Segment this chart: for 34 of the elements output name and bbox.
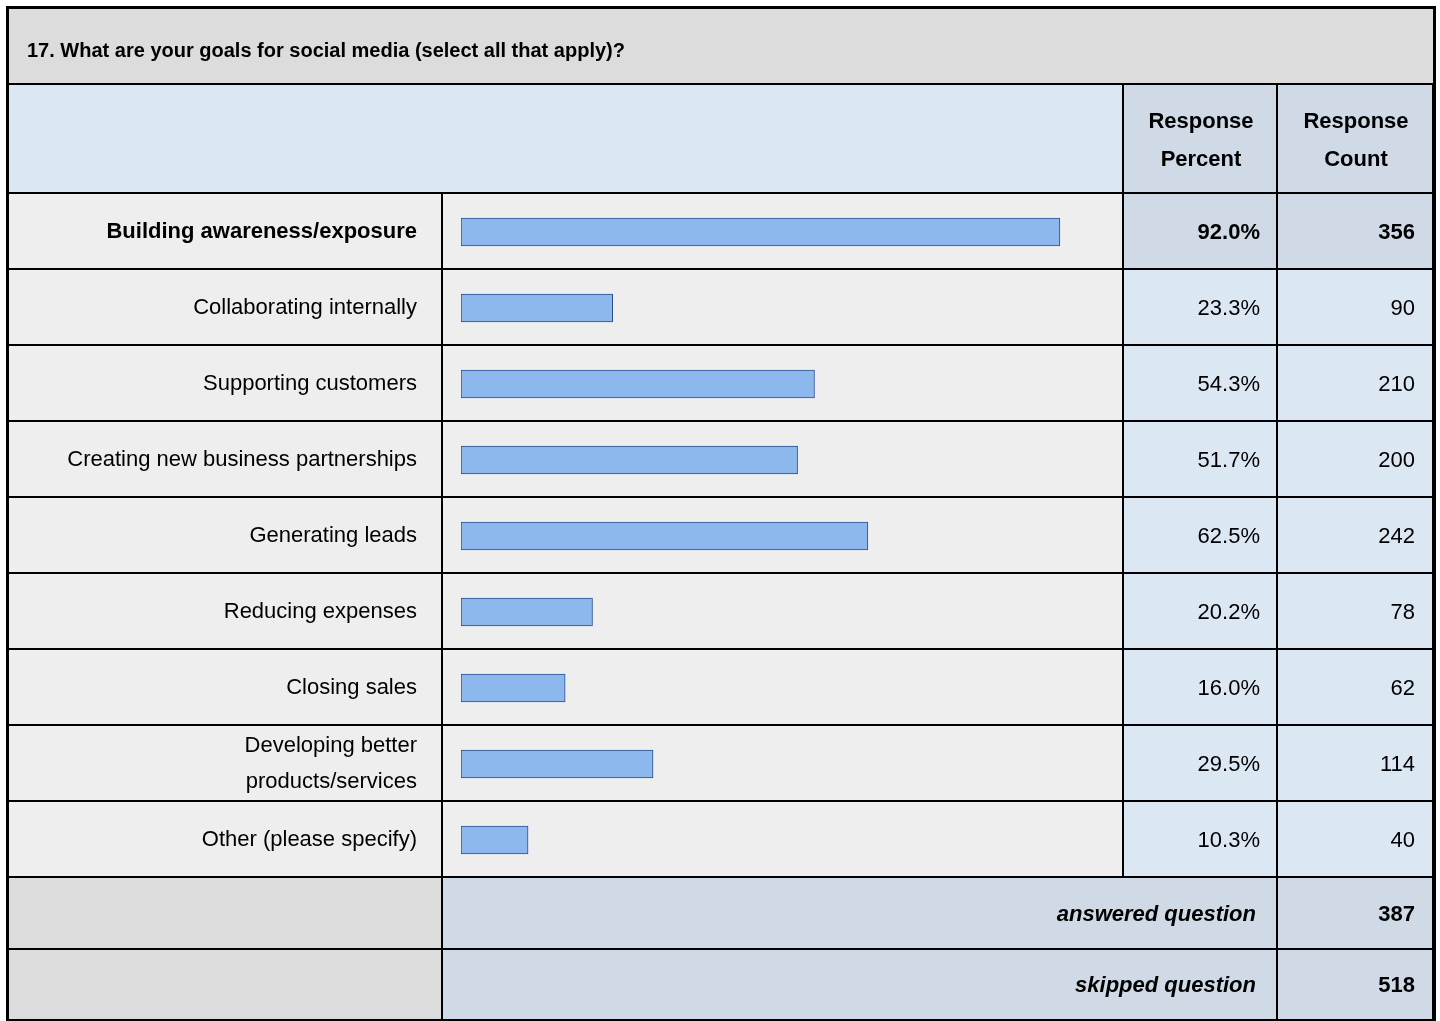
data-label: 16.0% bbox=[1197, 675, 1260, 700]
text: skipped question bbox=[1075, 972, 1256, 998]
data-label: 23.3% bbox=[1197, 295, 1260, 320]
y-tick-label: Developing better products/services bbox=[244, 731, 417, 794]
text: answered question bbox=[1056, 900, 1256, 926]
data-label: 10.3% bbox=[1197, 827, 1260, 852]
y-tick-label: Building awareness/exposure bbox=[106, 218, 417, 244]
y-tick-label: Generating leads bbox=[249, 522, 417, 548]
text: 40 bbox=[1390, 827, 1415, 852]
text: Response Count bbox=[1302, 107, 1410, 173]
data-label: 20.2% bbox=[1197, 599, 1260, 624]
text: 78 bbox=[1390, 599, 1415, 624]
text: 242 bbox=[1378, 523, 1415, 548]
chart-title: 17. What are your goals for social media (select all that apply)? bbox=[27, 39, 625, 61]
y-tick-label: Creating new business partnerships bbox=[67, 446, 417, 472]
data-label: 92.0% bbox=[1197, 219, 1260, 244]
text: 200 bbox=[1378, 447, 1415, 472]
text: 210 bbox=[1378, 371, 1415, 396]
text: 518 bbox=[1378, 972, 1415, 998]
data-label: 62.5% bbox=[1197, 523, 1260, 548]
data-label: 51.7% bbox=[1197, 447, 1260, 472]
text: Response Percent bbox=[1147, 107, 1255, 173]
text: 90 bbox=[1390, 295, 1415, 320]
data-label: 29.5% bbox=[1197, 751, 1260, 776]
data-label: 54.3% bbox=[1197, 371, 1260, 396]
text: 62 bbox=[1390, 675, 1415, 700]
y-tick-label: Reducing expenses bbox=[223, 598, 417, 624]
y-tick-label: Supporting customers bbox=[203, 370, 417, 396]
text: 114 bbox=[1379, 751, 1415, 776]
y-tick-label: Closing sales bbox=[286, 674, 417, 700]
text: 356 bbox=[1378, 219, 1415, 244]
y-tick-label: Collaborating internally bbox=[193, 294, 417, 320]
y-tick-label: Other (please specify) bbox=[201, 826, 417, 852]
text: 387 bbox=[1378, 900, 1415, 926]
